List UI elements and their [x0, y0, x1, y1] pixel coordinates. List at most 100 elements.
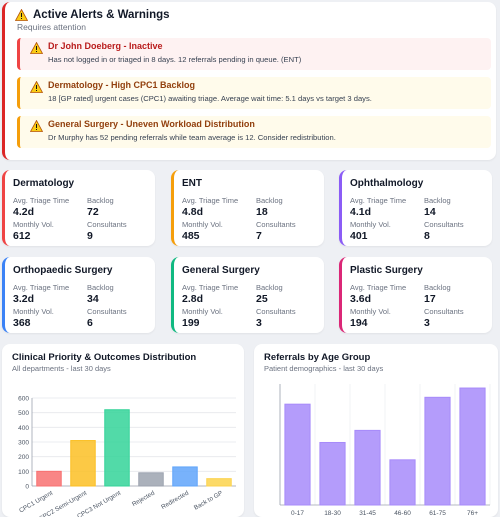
- triage-stat: Avg. Triage Time 3.2d: [13, 283, 69, 305]
- x-tick-label: 76+: [467, 510, 478, 517]
- alerts-title: Active Alerts & Warnings: [33, 9, 170, 21]
- backlog-stat: Backlog 25: [256, 283, 283, 305]
- bar[interactable]: [206, 478, 232, 487]
- volume-stat: Monthly Vol. 368: [13, 307, 54, 329]
- alert-title: Dr John Doeberg - Inactive: [48, 41, 163, 51]
- x-tick-label: Back to GP: [193, 490, 224, 512]
- stat-value: 9: [87, 230, 93, 242]
- bar[interactable]: [424, 396, 451, 506]
- consultants-stat: Consultants 8: [424, 220, 464, 242]
- bar[interactable]: [172, 466, 198, 487]
- warning-icon: [30, 120, 43, 132]
- bar[interactable]: [104, 409, 130, 487]
- bar[interactable]: [284, 403, 311, 506]
- department-name: ENT: [182, 178, 202, 189]
- y-tick-label: 100: [18, 469, 29, 476]
- department-card[interactable]: Plastic Surgery Avg. Triage Time 3.6d Backl…: [339, 257, 492, 333]
- bar[interactable]: [354, 429, 381, 506]
- warning-icon: [15, 9, 28, 21]
- stat-label: Backlog: [424, 283, 451, 292]
- consultants-stat: Consultants 6: [87, 307, 127, 329]
- stat-label: Avg. Triage Time: [13, 283, 70, 292]
- y-tick-label: 0: [25, 484, 29, 491]
- department-card[interactable]: General Surgery Avg. Triage Time 2.8d Backl…: [171, 257, 324, 333]
- department-name: Plastic Surgery: [350, 265, 423, 276]
- alerts-header: Active Alerts & Warnings: [15, 9, 170, 21]
- bar[interactable]: [459, 387, 486, 506]
- consultants-stat: Consultants 9: [87, 220, 127, 242]
- backlog-stat: Backlog 34: [87, 283, 114, 305]
- stat-value: 3: [424, 317, 430, 329]
- bar[interactable]: [36, 470, 62, 487]
- stat-value: 2.8d: [182, 293, 204, 305]
- department-card[interactable]: Orthopaedic Surgery Avg. Triage Time 3.2d B…: [2, 257, 155, 333]
- stat-value: 368: [13, 317, 31, 329]
- stat-label: Consultants: [87, 307, 127, 316]
- alert-body: Dr Murphy has 52 pending referrals while…: [48, 133, 336, 142]
- bar[interactable]: [138, 472, 164, 487]
- triage-stat: Avg. Triage Time 4.8d: [182, 196, 238, 218]
- age-bar-chart: 0-17 18-30 31-45 46-60 61-75 76+: [279, 384, 491, 517]
- bar[interactable]: [389, 459, 416, 506]
- department-name: General Surgery: [182, 265, 260, 276]
- stat-value: 4.1d: [350, 206, 372, 218]
- department-card[interactable]: Dermatology Avg. Triage Time 4.2d Backlog 72…: [2, 170, 155, 246]
- chart-subtitle: Patient demographics - last 30 days: [264, 364, 384, 373]
- chart-title: Referrals by Age Group: [264, 352, 371, 363]
- stat-label: Monthly Vol.: [13, 307, 54, 316]
- y-tick-label: 400: [18, 425, 29, 432]
- alert-body: 18 [GP rated] urgent cases (CPC1) awaiti…: [48, 94, 372, 103]
- alert-item[interactable]: Dr John Doeberg - Inactive Has not logge…: [17, 38, 491, 70]
- stat-value: 18: [256, 206, 268, 218]
- backlog-stat: Backlog 72: [87, 196, 114, 218]
- volume-stat: Monthly Vol. 194: [350, 307, 391, 329]
- volume-stat: Monthly Vol. 199: [182, 307, 223, 329]
- x-tick-label: 18-30: [324, 510, 341, 517]
- warning-icon: [30, 42, 43, 54]
- x-tick-label: 0-17: [291, 510, 304, 517]
- x-tick-label: Redirected: [160, 489, 190, 511]
- alert-item[interactable]: Dermatology - High CPC1 Backlog 18 [GP r…: [17, 77, 491, 109]
- alert-item[interactable]: General Surgery - Uneven Workload Distri…: [17, 116, 491, 148]
- stat-value: 194: [350, 317, 368, 329]
- x-tick-label: 31-45: [359, 510, 376, 517]
- stat-value: 25: [256, 293, 268, 305]
- triage-stat: Avg. Triage Time 4.1d: [350, 196, 406, 218]
- stat-label: Avg. Triage Time: [182, 196, 239, 205]
- stat-value: 612: [13, 230, 31, 242]
- stat-value: 3.2d: [13, 293, 35, 305]
- stat-label: Avg. Triage Time: [350, 196, 407, 205]
- stat-label: Consultants: [256, 220, 296, 229]
- stat-label: Consultants: [256, 307, 296, 316]
- age-chart-panel: Referrals by Age Group Patient demograph…: [254, 344, 498, 517]
- y-tick-label: 300: [18, 440, 29, 447]
- department-card[interactable]: Ophthalmology Avg. Triage Time 4.1d Backlog…: [339, 170, 492, 246]
- y-tick-label: 200: [18, 454, 29, 461]
- stat-label: Backlog: [87, 196, 114, 205]
- backlog-stat: Backlog 17: [424, 283, 451, 305]
- stat-value: 6: [87, 317, 93, 329]
- stat-label: Monthly Vol.: [182, 220, 223, 229]
- stat-value: 485: [182, 230, 200, 242]
- consultants-stat: Consultants 7: [256, 220, 296, 242]
- volume-stat: Monthly Vol. 612: [13, 220, 54, 242]
- backlog-stat: Backlog 18: [256, 196, 283, 218]
- warning-icon: [30, 81, 43, 93]
- alert-title: General Surgery - Uneven Workload Distri…: [48, 119, 255, 129]
- alert-title: Dermatology - High CPC1 Backlog: [48, 80, 196, 90]
- volume-stat: Monthly Vol. 485: [182, 220, 223, 242]
- chart-subtitle: All departments - last 30 days: [12, 364, 111, 373]
- bar[interactable]: [319, 441, 346, 506]
- alert-body: Has not logged in or triaged in 8 days. …: [48, 55, 302, 64]
- stat-label: Backlog: [87, 283, 114, 292]
- volume-stat: Monthly Vol. 401: [350, 220, 391, 242]
- stat-label: Consultants: [424, 307, 464, 316]
- stat-label: Monthly Vol.: [350, 307, 391, 316]
- bar[interactable]: [70, 440, 96, 487]
- stat-label: Consultants: [87, 220, 127, 229]
- stat-label: Monthly Vol.: [13, 220, 54, 229]
- x-tick-label: Rejected: [131, 489, 156, 508]
- stat-value: 3.6d: [350, 293, 372, 305]
- department-card[interactable]: ENT Avg. Triage Time 4.8d Backlog 18 Monthly …: [171, 170, 324, 246]
